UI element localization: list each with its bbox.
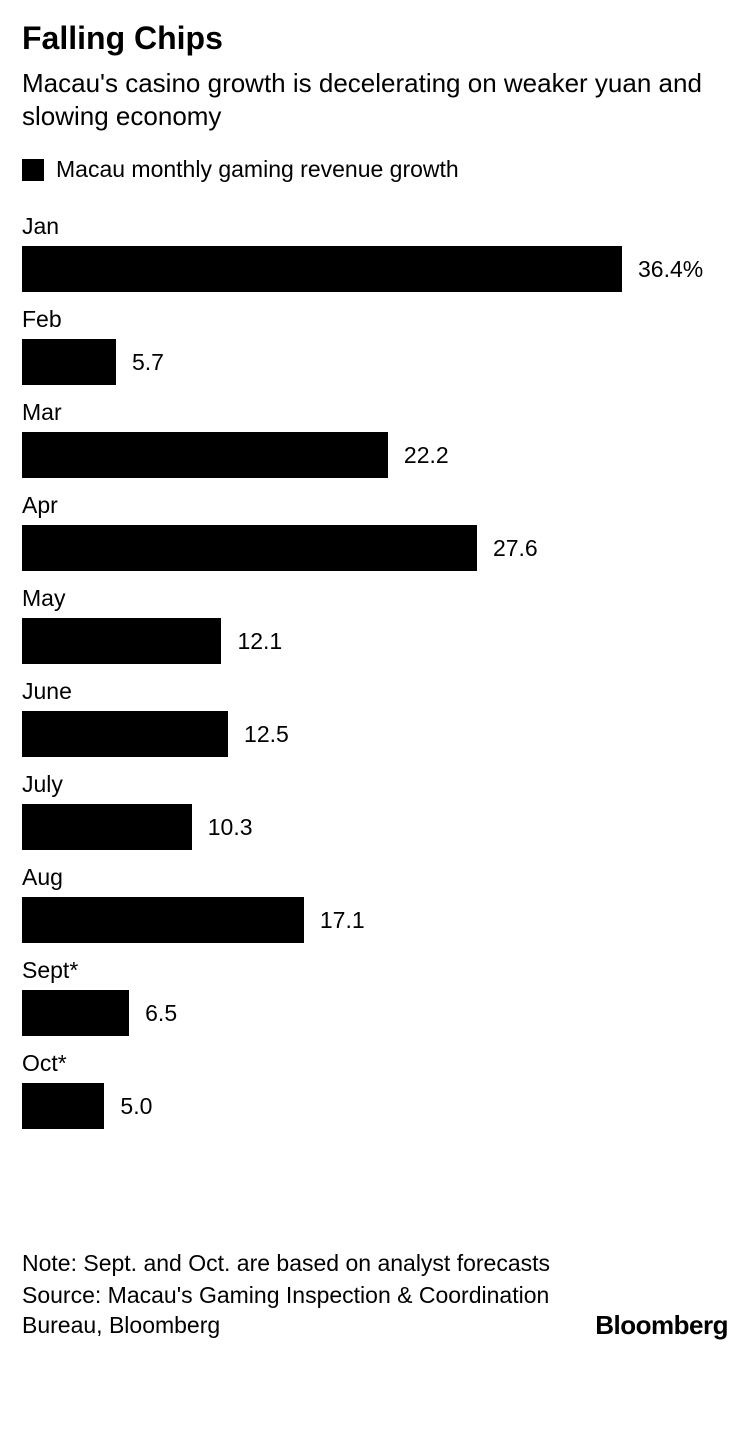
- bar-label: June: [22, 678, 728, 705]
- bar-chart: Jan 36.4% Feb 5.7 Mar 22.2 Apr 27.6 May 12.1 June 1…: [22, 213, 728, 1129]
- bar: [22, 1083, 104, 1129]
- bar-label: Jan: [22, 213, 728, 240]
- bar-group: Oct* 5.0: [22, 1050, 728, 1129]
- chart-footer: Note: Sept. and Oct. are based on analys…: [22, 1249, 728, 1341]
- bar-label: Feb: [22, 306, 728, 333]
- chart-title: Falling Chips: [22, 20, 728, 57]
- legend: Macau monthly gaming revenue growth: [22, 156, 728, 183]
- bar: [22, 618, 221, 664]
- bar-label: July: [22, 771, 728, 798]
- bar-row: 22.2: [22, 432, 728, 478]
- bar-group: Feb 5.7: [22, 306, 728, 385]
- bar-group: Mar 22.2: [22, 399, 728, 478]
- bar-group: Sept* 6.5: [22, 957, 728, 1036]
- bar-value: 6.5: [145, 1000, 177, 1027]
- bar-label: Aug: [22, 864, 728, 891]
- legend-swatch: [22, 159, 44, 181]
- bar-value: 36.4%: [638, 256, 703, 283]
- bar-label: Apr: [22, 492, 728, 519]
- bar-row: 10.3: [22, 804, 728, 850]
- bar: [22, 432, 388, 478]
- bar-group: Apr 27.6: [22, 492, 728, 571]
- bar-label: Mar: [22, 399, 728, 426]
- bar: [22, 525, 477, 571]
- bar-row: 27.6: [22, 525, 728, 571]
- bar-row: 5.0: [22, 1083, 728, 1129]
- bar-value: 12.5: [244, 721, 289, 748]
- bar-value: 22.2: [404, 442, 449, 469]
- bar-group: June 12.5: [22, 678, 728, 757]
- bar-value: 17.1: [320, 907, 365, 934]
- bar-value: 12.1: [237, 628, 282, 655]
- bar-value: 5.0: [120, 1093, 152, 1120]
- bar-label: May: [22, 585, 728, 612]
- bar-value: 27.6: [493, 535, 538, 562]
- bar: [22, 990, 129, 1036]
- bar-label: Oct*: [22, 1050, 728, 1077]
- bar: [22, 711, 228, 757]
- bar-value: 10.3: [208, 814, 253, 841]
- legend-label: Macau monthly gaming revenue growth: [56, 156, 459, 183]
- bar-group: May 12.1: [22, 585, 728, 664]
- bar-row: 36.4%: [22, 246, 728, 292]
- chart-subtitle: Macau's casino growth is decelerating on…: [22, 67, 728, 132]
- footer-note: Note: Sept. and Oct. are based on analys…: [22, 1249, 728, 1279]
- bar-row: 12.5: [22, 711, 728, 757]
- bar: [22, 339, 116, 385]
- bar-row: 5.7: [22, 339, 728, 385]
- bar-row: 17.1: [22, 897, 728, 943]
- bar-row: 6.5: [22, 990, 728, 1036]
- bar-group: July 10.3: [22, 771, 728, 850]
- bar: [22, 804, 192, 850]
- bar-row: 12.1: [22, 618, 728, 664]
- bar-label: Sept*: [22, 957, 728, 984]
- bar-group: Jan 36.4%: [22, 213, 728, 292]
- footer-source: Source: Macau's Gaming Inspection & Coor…: [22, 1281, 562, 1341]
- bar: [22, 897, 304, 943]
- bar-value: 5.7: [132, 349, 164, 376]
- bar-group: Aug 17.1: [22, 864, 728, 943]
- brand-logo: Bloomberg: [595, 1310, 728, 1341]
- bar: [22, 246, 622, 292]
